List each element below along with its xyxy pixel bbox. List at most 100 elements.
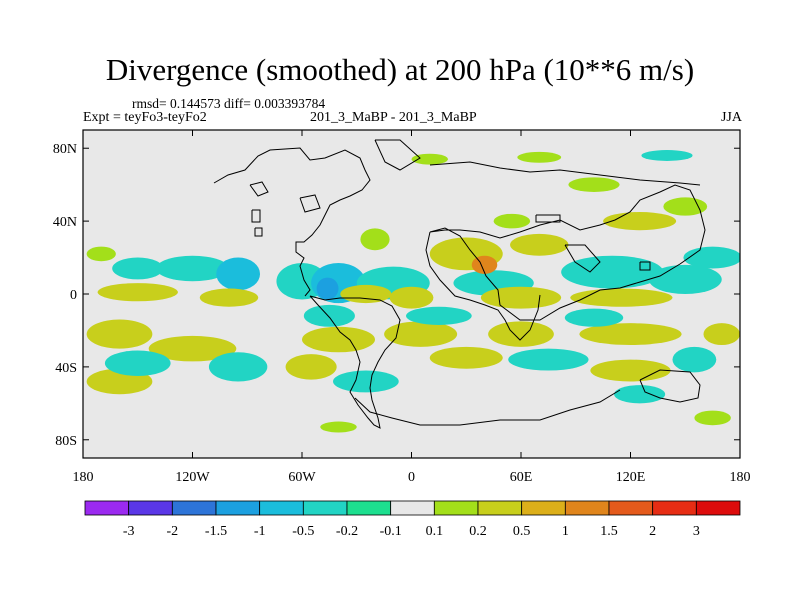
colorbar-label-12: 2 <box>649 524 656 539</box>
field-blob-23 <box>493 213 531 229</box>
field-blob-24 <box>86 319 153 349</box>
alaska-island <box>249 181 269 197</box>
field-blob-45 <box>517 151 562 163</box>
colorbar-box-2 <box>171 500 217 516</box>
island-outline <box>251 209 261 223</box>
field-blob-30 <box>703 323 740 346</box>
field-blob-2 <box>156 255 229 282</box>
x-tick-label-3: 0 <box>408 470 415 485</box>
north-america-coast <box>213 147 371 297</box>
caspian-outline <box>535 214 561 223</box>
season-label: JJA <box>720 110 742 125</box>
field-blob-14 <box>340 284 392 304</box>
field-blob-38 <box>508 348 589 371</box>
field-blob-32 <box>285 354 337 380</box>
field-blob-3 <box>216 257 261 291</box>
colorbar-label-10: 1 <box>562 524 569 539</box>
colorbar-box-12 <box>608 500 654 516</box>
y-tick-label-0: 80N <box>53 142 77 157</box>
arctic-coast <box>429 161 701 186</box>
field-blob-33 <box>429 346 503 369</box>
colorbar-label-7: 0.1 <box>426 524 444 539</box>
coastlines <box>213 139 706 429</box>
y-tick-label-2: 0 <box>70 288 77 303</box>
australia-coast <box>639 369 701 403</box>
field-blob-25 <box>148 335 237 362</box>
africa-coast <box>425 231 541 341</box>
colorbar-label-3: -1 <box>254 524 266 539</box>
field-blob-11 <box>683 246 740 269</box>
field-blob-6 <box>316 277 339 300</box>
field-blob-27 <box>384 321 458 347</box>
colorbar-label-4: -0.5 <box>292 524 314 539</box>
x-tick-label-6: 180 <box>730 470 751 485</box>
greenland-coast <box>374 139 421 171</box>
field-blob-50 <box>694 410 731 426</box>
field-blob-34 <box>590 359 671 382</box>
colorbar-label-2: -1.5 <box>205 524 227 539</box>
south-america-coast <box>309 295 401 429</box>
field-blob-0 <box>86 246 116 262</box>
field-blob-46 <box>641 150 693 161</box>
field-blob-22 <box>510 233 569 256</box>
field-blob-49 <box>320 421 357 433</box>
colorbar-box-7 <box>390 500 435 516</box>
field-blob-28 <box>488 321 554 347</box>
field-blob-44 <box>411 153 448 165</box>
field-blob-10 <box>648 264 722 294</box>
eurasia-coast <box>429 184 706 321</box>
island-outline <box>639 261 651 271</box>
field-blob-9 <box>561 255 664 289</box>
field-blob-37 <box>333 370 399 393</box>
colorbar-box-3 <box>215 500 261 516</box>
y-tick-label-4: 80S <box>55 434 77 449</box>
colorbar-label-1: -2 <box>166 524 178 539</box>
field-blob-19 <box>570 288 673 307</box>
field-blob-18 <box>480 286 562 309</box>
colorbar-label-8: 0.2 <box>469 524 487 539</box>
y-tick-label-1: 40N <box>53 215 77 230</box>
colorbar-box-0 <box>84 500 130 516</box>
field-blob-12 <box>97 283 178 302</box>
field-blob-36 <box>208 352 268 382</box>
field-blob-39 <box>672 346 717 373</box>
colorbar-label-6: -0.1 <box>380 524 402 539</box>
colorbar-label-13: 3 <box>693 524 700 539</box>
field-blob-1 <box>112 257 164 280</box>
x-tick-label-1: 120W <box>175 470 210 485</box>
colorbar-label-9: 0.5 <box>513 524 531 539</box>
colorbar: -3 -2 -1.5 -1 -0.5 -0.2 -0.1 0.1 0.2 0.5 1 1.5 2 3 <box>84 500 741 539</box>
colorbar-box-6 <box>346 500 392 516</box>
field-blob-42 <box>406 306 472 325</box>
colorbar-label-11: 1.5 <box>600 524 618 539</box>
colorbar-box-8 <box>433 500 479 516</box>
chart-title: Divergence (smoothed) at 200 hPa (10**6 … <box>105 52 695 87</box>
field-blob-26 <box>302 326 375 353</box>
colorbar-box-1 <box>128 500 173 516</box>
colorbar-box-5 <box>302 500 348 516</box>
colorbar-label-0: -3 <box>123 524 135 539</box>
colorbar-box-4 <box>259 500 304 516</box>
colorbar-box-10 <box>521 500 566 516</box>
colorbar-label-5: -0.2 <box>336 524 358 539</box>
island-outline <box>254 227 263 237</box>
colorbar-box-11 <box>564 500 610 516</box>
field-blob-35 <box>104 350 171 376</box>
antarctica-coast <box>354 389 621 426</box>
expt-label: Expt = teyFo3-teyFo2 <box>83 110 207 125</box>
field-blob-29 <box>579 323 682 346</box>
x-tick-label-5: 120E <box>616 470 646 485</box>
colorbar-box-13 <box>652 500 697 516</box>
hudson-outline <box>299 194 321 213</box>
x-tick-label-2: 60W <box>288 470 316 485</box>
field-blob-40 <box>614 385 666 404</box>
stats-line: rmsd= 0.144573 diff= 0.003393784 <box>132 96 326 111</box>
field-blob-20 <box>360 228 390 251</box>
colorbar-box-14 <box>695 500 741 516</box>
field-blob-17 <box>471 255 498 274</box>
center-label: 201_3_MaBP - 201_3_MaBP <box>310 110 477 125</box>
india-coast <box>564 244 601 273</box>
colorbar-box-9 <box>477 500 523 516</box>
x-tick-label-0: 180 <box>73 470 94 485</box>
